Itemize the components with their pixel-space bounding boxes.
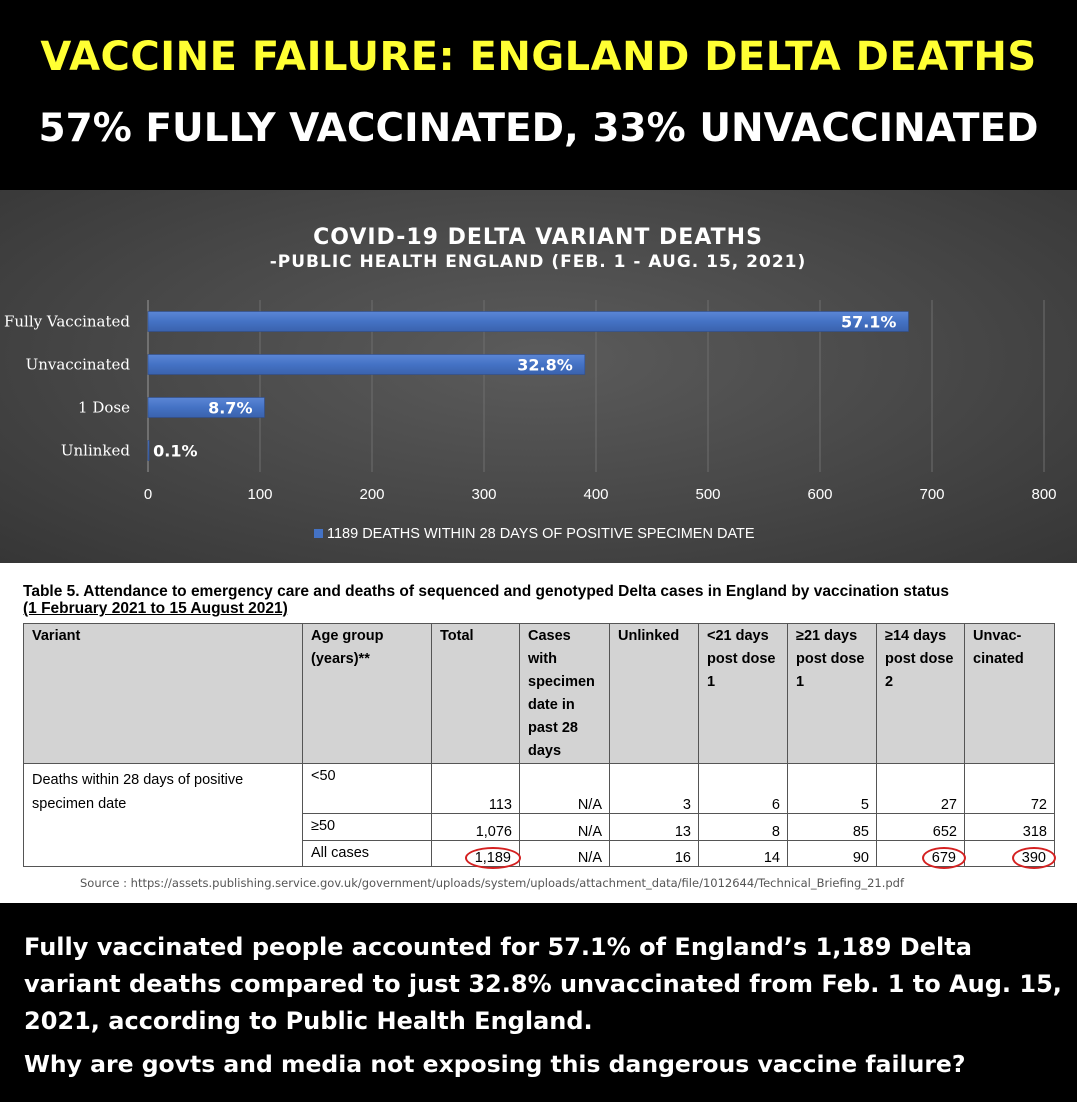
cell-lt21: 6 [698, 763, 788, 814]
table-section: Table 5. Attendance to emergency care an… [0, 563, 1077, 903]
data-label: 32.8% [517, 356, 573, 375]
table-caption-line-2: (1 February 2021 to 15 August 2021) [23, 600, 288, 617]
cell-ge14: 652 [876, 813, 965, 841]
legend-swatch [314, 529, 323, 538]
bar [147, 354, 586, 375]
x-tick-label: 800 [1031, 486, 1056, 503]
cell-unvac-circled: 390 [964, 840, 1056, 869]
bar-chart: COVID-19 DELTA VARIANT DEATHS-PUBLIC HEA… [4, 225, 1057, 542]
x-tick-label: 100 [247, 486, 272, 503]
cell-lt21: 8 [698, 813, 788, 841]
cell-total-circled: 1,189 [431, 840, 521, 869]
cell-lt21: 14 [698, 840, 788, 867]
x-tick-label: 700 [919, 486, 944, 503]
table-header-row: Variant Age group (years)** Total Cases wi… [23, 623, 1055, 764]
cell-unvac: 72 [964, 763, 1055, 814]
header-variant: Variant [23, 623, 303, 764]
cell-age: All cases [302, 840, 432, 867]
data-label: 8.7% [208, 399, 252, 418]
category-label: Unlinked [61, 442, 131, 460]
source-link[interactable]: Source : https://assets.publishing.servi… [80, 876, 905, 890]
header-unlinked: Unlinked [609, 623, 699, 764]
red-circle-highlight: 679 [921, 847, 966, 869]
table-caption: Table 5. Attendance to emergency care an… [23, 583, 1063, 617]
row-label-deaths: Deaths within 28 days of positive specim… [23, 763, 303, 867]
bar [147, 311, 909, 332]
cell-ge21: 5 [787, 763, 877, 814]
x-tick-label: 0 [144, 486, 152, 503]
chart-title: COVID-19 DELTA VARIANT DEATHS [313, 225, 763, 250]
header-ge14-dose2: ≥14 days post dose 2 [876, 623, 965, 764]
data-label: 0.1% [153, 442, 197, 461]
cell-total: 1,076 [431, 813, 520, 841]
data-label: 57.1% [841, 313, 897, 332]
cell-cases: N/A [519, 813, 610, 841]
table-caption-line-1: Table 5. Attendance to emergency care an… [23, 583, 949, 600]
cell-ge14: 27 [876, 763, 965, 814]
cell-ge21: 85 [787, 813, 877, 841]
headline-line-1: VACCINE FAILURE: ENGLAND DELTA DEATHS [40, 34, 1037, 80]
top-banner: VACCINE FAILURE: ENGLAND DELTA DEATHS 57… [0, 0, 1077, 190]
table-row: Deaths within 28 days of positive specim… [23, 763, 1055, 867]
category-label: Unvaccinated [26, 356, 131, 374]
headline-line-2: 57% FULLY VACCINATED, 33% UNVACCINATED [38, 106, 1039, 151]
cell-cases: N/A [519, 840, 610, 867]
legend-label: 1189 DEATHS WITHIN 28 DAYS OF POSITIVE S… [327, 526, 755, 542]
header-total: Total [431, 623, 520, 764]
closing-question: Why are govts and media not exposing thi… [24, 1050, 966, 1078]
header-cases-with-specimen: Cases with specimen date in past 28 days [519, 623, 610, 764]
cell-ge21: 90 [787, 840, 877, 867]
cell-unlinked: 13 [609, 813, 699, 841]
red-circle-highlight: 1,189 [464, 847, 521, 869]
bottom-panel: Fully vaccinated people accounted for 57… [0, 903, 1077, 1102]
bar [147, 397, 265, 418]
x-tick-label: 400 [583, 486, 608, 503]
x-tick-label: 300 [471, 486, 496, 503]
cell-total: 113 [431, 763, 520, 814]
red-circle-highlight: 390 [1011, 847, 1056, 869]
cell-cases: N/A [519, 763, 610, 814]
header-lt21-dose1: <21 days post dose 1 [698, 623, 788, 764]
category-label: 1 Dose [78, 399, 130, 417]
cell-unlinked: 16 [609, 840, 699, 867]
bar [147, 440, 150, 461]
chart-subtitle: -PUBLIC HEALTH ENGLAND (FEB. 1 - AUG. 15… [270, 252, 807, 272]
vaccination-status-table: Variant Age group (years)** Total Cases wi… [23, 623, 1056, 869]
chart-panel: COVID-19 DELTA VARIANT DEATHS -PUBLIC HEA… [0, 190, 1077, 563]
cell-unvac: 318 [964, 813, 1055, 841]
table-row: All cases 1,189 N/A 16 14 90 679 390 [24, 840, 1056, 869]
category-label: Fully Vaccinated [4, 313, 130, 331]
header-ge21-dose1: ≥21 days post dose 1 [787, 623, 877, 764]
x-tick-label: 500 [695, 486, 720, 503]
cell-age: ≥50 [302, 813, 432, 841]
summary-paragraph: Fully vaccinated people accounted for 57… [24, 933, 1062, 1035]
cell-ge14-circled: 679 [876, 840, 966, 869]
x-tick-label: 200 [359, 486, 384, 503]
cell-age: <50 [302, 763, 432, 814]
x-tick-label: 600 [807, 486, 832, 503]
header-unvaccinated: Unvac-cinated [964, 623, 1055, 764]
cell-unlinked: 3 [609, 763, 699, 814]
header-age-group: Age group (years)** [302, 623, 432, 764]
